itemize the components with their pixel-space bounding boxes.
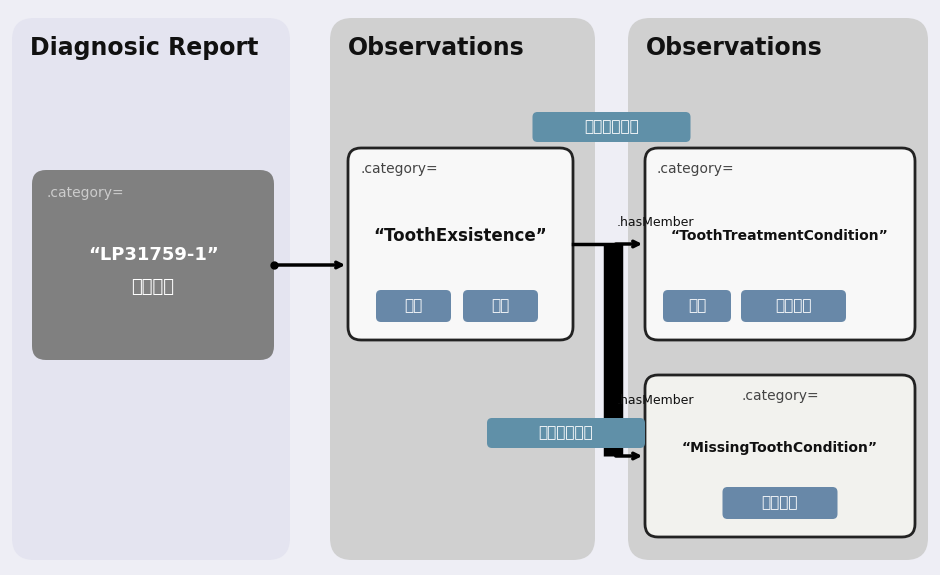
FancyBboxPatch shape [463, 290, 538, 322]
Text: .category=: .category= [657, 162, 735, 176]
Text: .hasMember: .hasMember [617, 394, 695, 408]
FancyBboxPatch shape [348, 148, 573, 340]
Text: 欠損歯の場合: 欠損歯の場合 [539, 426, 593, 440]
FancyBboxPatch shape [645, 375, 915, 537]
Text: 有無: 有無 [404, 298, 423, 313]
Text: 歯面: 歯面 [688, 298, 706, 313]
FancyBboxPatch shape [487, 418, 645, 448]
FancyBboxPatch shape [330, 18, 595, 560]
Text: .category=: .category= [741, 389, 819, 403]
FancyBboxPatch shape [741, 290, 846, 322]
Text: 現存歯の場合: 現存歯の場合 [584, 120, 639, 135]
Text: “ToothTreatmentCondition”: “ToothTreatmentCondition” [671, 229, 889, 243]
Text: Observations: Observations [646, 36, 822, 60]
FancyBboxPatch shape [32, 170, 274, 360]
Text: 処置情報: 処置情報 [776, 298, 812, 313]
FancyBboxPatch shape [723, 487, 838, 519]
Text: 処置情報: 処置情報 [761, 496, 798, 511]
FancyBboxPatch shape [628, 18, 928, 560]
FancyBboxPatch shape [12, 18, 290, 560]
Text: “LP31759-1”: “LP31759-1” [87, 246, 218, 264]
Text: 歯種: 歯種 [492, 298, 509, 313]
FancyBboxPatch shape [645, 148, 915, 340]
FancyBboxPatch shape [376, 290, 451, 322]
Text: Observations: Observations [348, 36, 525, 60]
Text: “MissingToothCondition”: “MissingToothCondition” [682, 441, 878, 455]
Text: 歯科口腔: 歯科口腔 [132, 278, 175, 296]
Text: .category=: .category= [46, 186, 124, 200]
FancyBboxPatch shape [532, 112, 691, 142]
FancyBboxPatch shape [663, 290, 731, 322]
Text: .category=: .category= [360, 162, 438, 176]
Text: “ToothExsistence”: “ToothExsistence” [373, 227, 547, 245]
Text: Diagnosic Report: Diagnosic Report [30, 36, 258, 60]
Text: .hasMember: .hasMember [617, 216, 695, 228]
